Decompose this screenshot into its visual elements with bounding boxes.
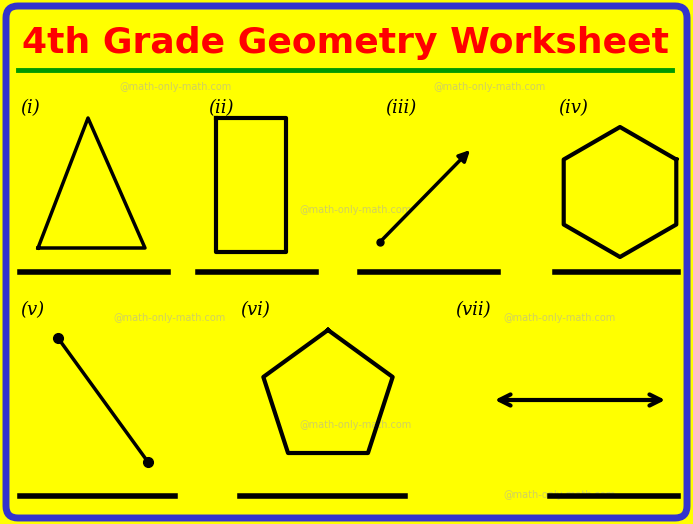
Text: (vi): (vi): [240, 301, 270, 319]
Text: @math-only-math.com: @math-only-math.com: [504, 490, 616, 500]
Text: @math-only-math.com: @math-only-math.com: [434, 82, 546, 92]
Text: (iii): (iii): [385, 99, 416, 117]
FancyBboxPatch shape: [6, 6, 687, 518]
Text: (ii): (ii): [208, 99, 234, 117]
Text: 4th Grade Geometry Worksheet: 4th Grade Geometry Worksheet: [22, 26, 669, 60]
Text: (vii): (vii): [455, 301, 491, 319]
Text: (v): (v): [20, 301, 44, 319]
Text: @math-only-math.com: @math-only-math.com: [504, 313, 616, 323]
Text: @math-only-math.com: @math-only-math.com: [299, 205, 411, 215]
Text: (iv): (iv): [558, 99, 588, 117]
Text: @math-only-math.com: @math-only-math.com: [114, 313, 226, 323]
Text: @math-only-math.com: @math-only-math.com: [299, 420, 411, 430]
Text: @math-only-math.com: @math-only-math.com: [119, 82, 231, 92]
Text: (i): (i): [20, 99, 40, 117]
